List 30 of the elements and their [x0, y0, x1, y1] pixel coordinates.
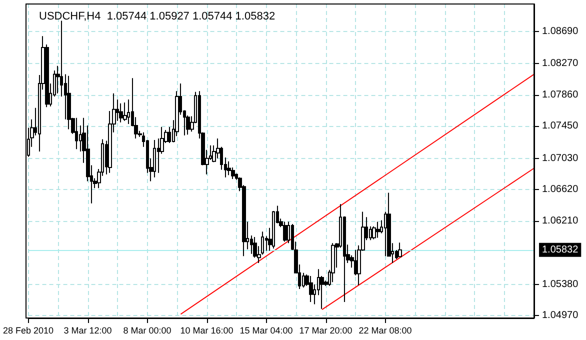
candlestick: [283, 221, 287, 242]
candlestick: [372, 226, 376, 240]
text: USDCHF,H4 1.05744 1.05927 1.05744 1.05832: [39, 10, 276, 22]
y-tick-label: 1.07860: [542, 89, 579, 100]
y-tick-label: 1.07450: [542, 120, 579, 132]
candlestick: [123, 102, 127, 122]
x-tick-label: 17 Mar 20:00: [299, 326, 352, 336]
y-tick-label: 1.07030: [542, 152, 579, 164]
candlestick: [227, 160, 231, 176]
x-tick-label: 3 Mar 12:00: [64, 326, 112, 336]
candlestick: [376, 221, 380, 238]
candlestick: [398, 242, 402, 258]
ref-line-label: 1.05832: [542, 244, 579, 256]
candlestick: [153, 139, 156, 178]
x-tick-label: 22 Mar 08:00: [358, 326, 412, 336]
candlestick: [309, 275, 313, 302]
y-tick-label: 1.04970: [542, 310, 579, 322]
x-tick-label: 10 Mar 16:00: [180, 326, 234, 336]
x-tick-label: 15 Mar 04:00: [240, 326, 293, 336]
y-tick-label: 1.08690: [542, 26, 579, 38]
x-tick-label: 28 Feb 2010: [2, 326, 54, 336]
y-tick-label: 1.08270: [542, 58, 579, 70]
y-tick-label: 1.06620: [542, 184, 579, 196]
candlestick: [67, 75, 71, 130]
candlestick: [75, 117, 78, 150]
candlestick: [119, 102, 123, 123]
y-tick-label: 1.06210: [542, 215, 579, 226]
x-tick-label: 8 Mar 00:00: [123, 326, 172, 336]
candlestick: [331, 242, 335, 283]
y-tick-label: 1.05380: [542, 278, 579, 290]
